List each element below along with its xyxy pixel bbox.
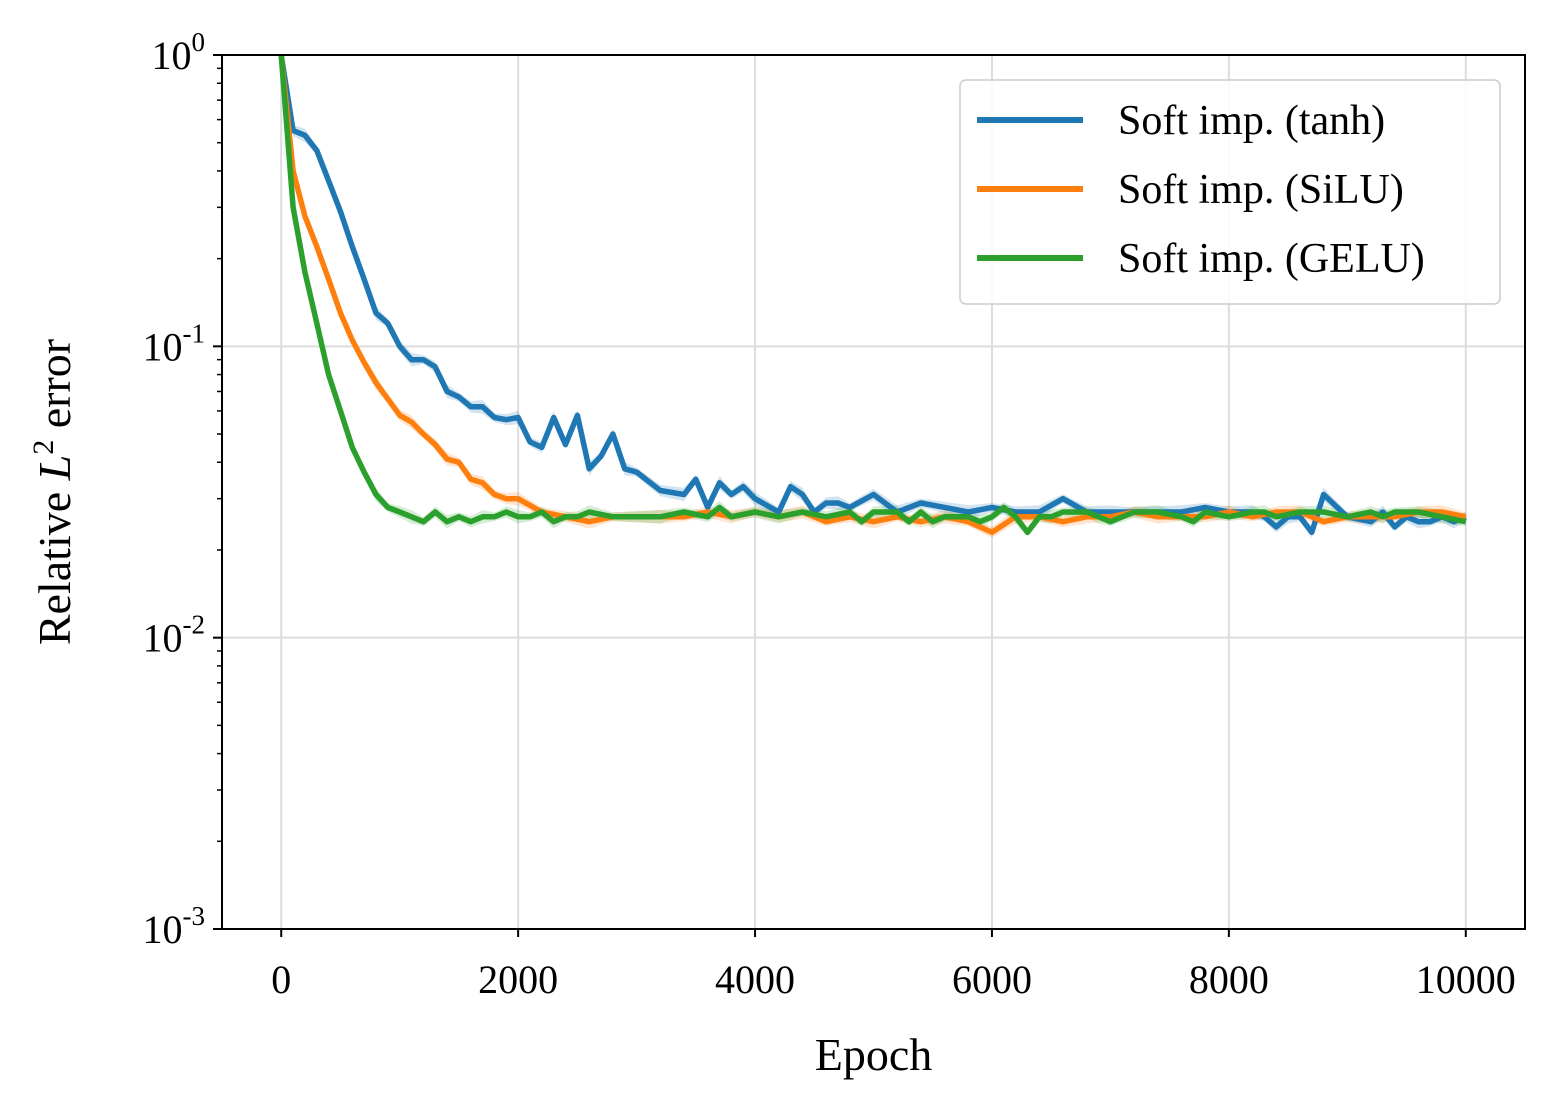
x-tick-label: 2000 <box>478 957 558 1002</box>
y-axis-title-prefix: Relative <box>29 480 80 645</box>
series-line-gelu <box>278 55 1467 536</box>
y-tick-label: 100 <box>152 27 206 78</box>
y-tick-exponent: -2 <box>183 610 206 640</box>
y-tick-base: 10 <box>143 907 183 952</box>
y-tick-label: 10-2 <box>143 610 206 661</box>
x-tick-label: 8000 <box>1189 957 1269 1002</box>
y-tick-exponent: -3 <box>183 901 206 931</box>
y-axis-title: Relative L2 error <box>27 339 80 645</box>
legend-label-silu: Soft imp. (SiLU) <box>1118 167 1404 213</box>
plot-frame <box>221 54 1526 930</box>
legend-box <box>959 79 1501 305</box>
x-tick-label: 6000 <box>952 957 1032 1002</box>
legend-label-gelu: Soft imp. (GELU) <box>1118 236 1425 282</box>
y-tick-base: 10 <box>152 33 192 78</box>
y-tick-exponent: -1 <box>183 318 206 348</box>
legend-label-tanh: Soft imp. (tanh) <box>1118 98 1385 144</box>
y-tick-label: 10-1 <box>143 318 206 369</box>
y-tick-base: 10 <box>143 324 183 369</box>
y-tick-base: 10 <box>143 616 183 661</box>
x-tick-label: 0 <box>271 957 291 1002</box>
y-axis-title-variable: L <box>29 455 80 482</box>
series-line-layer <box>278 55 1467 536</box>
y-axis-title-suffix: error <box>29 339 80 440</box>
x-tick-label: 10000 <box>1416 957 1516 1002</box>
y-tick-label: 10-3 <box>143 901 206 952</box>
y-axis-title-superscript: 2 <box>27 440 60 455</box>
x-tick-label: 4000 <box>715 957 795 1002</box>
x-axis-ticks: 0 2000 4000 6000 8000 10000 <box>271 929 1516 1002</box>
y-tick-exponent: 0 <box>192 27 206 57</box>
x-axis-title: Epoch <box>815 1029 933 1080</box>
legend: Soft imp. (tanh) Soft imp. (SiLU) Soft i… <box>959 79 1501 305</box>
